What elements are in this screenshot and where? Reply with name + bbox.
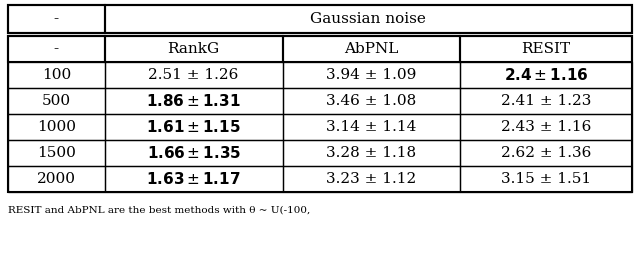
Bar <box>460 36 632 62</box>
Text: -: - <box>54 12 59 26</box>
Bar <box>282 140 460 166</box>
Text: RankG: RankG <box>168 42 220 56</box>
Text: 3.46 ± 1.08: 3.46 ± 1.08 <box>326 94 417 108</box>
Text: AbPNL: AbPNL <box>344 42 399 56</box>
Bar <box>282 36 460 62</box>
Text: 100: 100 <box>42 68 71 82</box>
Bar <box>460 88 632 114</box>
Bar <box>460 62 632 88</box>
Bar <box>105 5 632 33</box>
Text: RESIT and AbPNL are the best methods with θ ~ U(-100,: RESIT and AbPNL are the best methods wit… <box>8 206 310 215</box>
Text: $\mathbf{1.61} \pm \mathbf{1.15}$: $\mathbf{1.61} \pm \mathbf{1.15}$ <box>146 119 241 135</box>
Bar <box>8 140 105 166</box>
Text: 3.28 ± 1.18: 3.28 ± 1.18 <box>326 146 417 160</box>
Bar <box>460 140 632 166</box>
Bar <box>8 36 632 192</box>
Text: 2000: 2000 <box>37 172 76 186</box>
Text: 2.51 ± 1.26: 2.51 ± 1.26 <box>148 68 239 82</box>
Text: $\mathbf{1.86} \pm \mathbf{1.31}$: $\mathbf{1.86} \pm \mathbf{1.31}$ <box>147 93 241 109</box>
Bar <box>282 88 460 114</box>
Bar <box>105 166 282 192</box>
Bar <box>8 5 105 33</box>
Bar <box>105 114 282 140</box>
Bar <box>105 88 282 114</box>
Bar <box>8 62 105 88</box>
Bar <box>105 36 282 62</box>
Text: 3.14 ± 1.14: 3.14 ± 1.14 <box>326 120 417 134</box>
Bar <box>460 114 632 140</box>
Bar <box>8 114 105 140</box>
Bar <box>8 166 105 192</box>
Bar <box>8 88 105 114</box>
Text: -: - <box>54 42 59 56</box>
Text: Gaussian noise: Gaussian noise <box>310 12 426 26</box>
Text: 1500: 1500 <box>37 146 76 160</box>
Bar <box>282 62 460 88</box>
Text: RESIT: RESIT <box>522 42 571 56</box>
Text: 3.15 ± 1.51: 3.15 ± 1.51 <box>501 172 591 186</box>
Text: 1000: 1000 <box>37 120 76 134</box>
Bar <box>105 62 282 88</box>
Text: $\mathbf{1.63} \pm \mathbf{1.17}$: $\mathbf{1.63} \pm \mathbf{1.17}$ <box>147 171 241 187</box>
Text: 3.94 ± 1.09: 3.94 ± 1.09 <box>326 68 417 82</box>
Text: 500: 500 <box>42 94 71 108</box>
Bar <box>8 5 632 33</box>
Text: 2.43 ± 1.16: 2.43 ± 1.16 <box>501 120 591 134</box>
Bar <box>460 166 632 192</box>
Bar <box>282 114 460 140</box>
Text: $\mathbf{1.66} \pm \mathbf{1.35}$: $\mathbf{1.66} \pm \mathbf{1.35}$ <box>147 145 241 161</box>
Text: 2.41 ± 1.23: 2.41 ± 1.23 <box>501 94 591 108</box>
Bar <box>105 140 282 166</box>
Bar <box>282 166 460 192</box>
Bar <box>8 36 105 62</box>
Text: 3.23 ± 1.12: 3.23 ± 1.12 <box>326 172 417 186</box>
Text: 2.62 ± 1.36: 2.62 ± 1.36 <box>501 146 591 160</box>
Text: $\mathbf{2.4} \pm \mathbf{1.16}$: $\mathbf{2.4} \pm \mathbf{1.16}$ <box>504 67 589 83</box>
